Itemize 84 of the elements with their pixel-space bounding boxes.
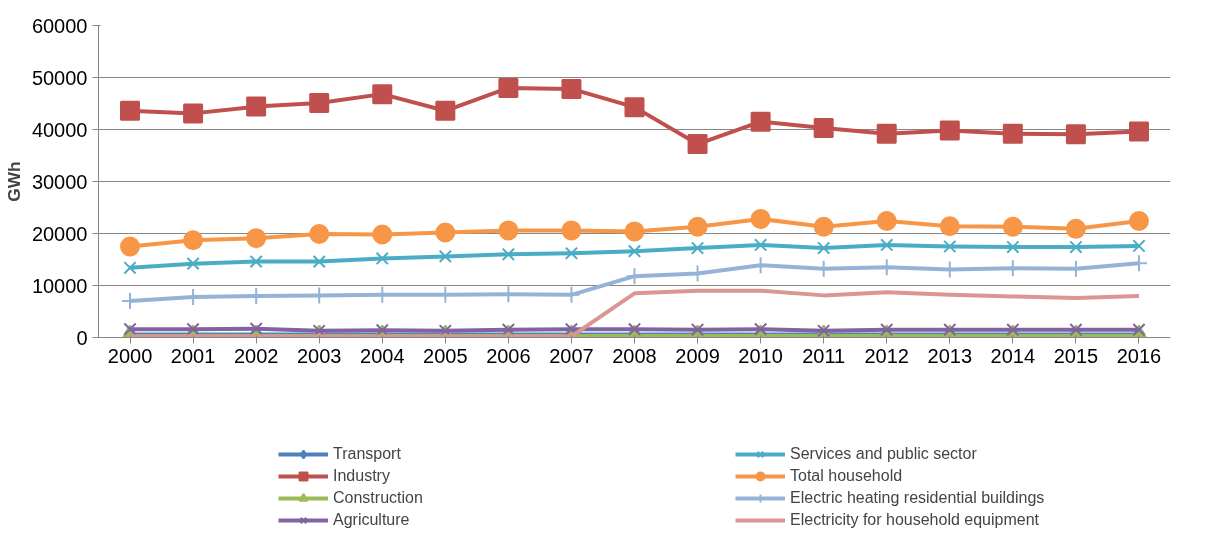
- x-tick-label: 2007: [549, 344, 594, 367]
- x-tick-label: 2001: [170, 344, 216, 367]
- point: [690, 241, 705, 255]
- legend-label: Agriculture: [333, 511, 411, 529]
- y-tick-label: 40000: [31, 118, 88, 141]
- point: [753, 238, 768, 252]
- point: [120, 100, 141, 121]
- y-tick-label: 10000: [31, 274, 88, 297]
- y-tick-label: 30000: [31, 170, 88, 193]
- point: [1128, 211, 1149, 231]
- point: [1006, 240, 1020, 254]
- point: [372, 84, 393, 105]
- point: [309, 92, 330, 113]
- x-tick-label: 2006: [486, 344, 531, 367]
- point: [939, 120, 960, 141]
- point: [438, 249, 452, 264]
- point: [1132, 239, 1146, 253]
- point: [817, 241, 831, 255]
- legend-label: Total household: [790, 467, 904, 485]
- point: [183, 230, 204, 251]
- y-tick-label: 0: [76, 326, 88, 349]
- point: [312, 254, 326, 269]
- legend-label: Services and public sector: [790, 445, 978, 463]
- x-tick-label: 2005: [423, 344, 468, 367]
- point: [246, 96, 267, 117]
- x-tick-label: 2014: [990, 344, 1036, 367]
- point: [183, 103, 204, 124]
- x-tick-label: 2015: [1053, 344, 1099, 367]
- legend-label: Electric heating residential buildings: [790, 489, 1046, 507]
- x-tick-label: 2016: [1116, 344, 1162, 367]
- point: [943, 239, 957, 254]
- point: [561, 220, 582, 241]
- point: [624, 97, 645, 118]
- point: [750, 111, 771, 132]
- point: [435, 222, 456, 243]
- point: [498, 77, 519, 98]
- point: [1065, 124, 1086, 145]
- point: [372, 224, 393, 245]
- point: [501, 247, 516, 261]
- point: [1065, 218, 1086, 239]
- point: [123, 261, 137, 275]
- point: [876, 211, 897, 231]
- point: [687, 216, 708, 237]
- point: [435, 100, 456, 121]
- x-tick-label: 2009: [675, 344, 720, 367]
- point: [120, 236, 141, 257]
- x-tick-label: 2002: [233, 344, 279, 367]
- y-tick-label: 20000: [31, 222, 88, 245]
- x-tick-label: 2010: [738, 344, 783, 367]
- point: [939, 216, 960, 237]
- point: [1002, 216, 1023, 237]
- point: [186, 257, 200, 271]
- point: [498, 220, 519, 241]
- x-tick-label: 2000: [107, 344, 153, 367]
- x-tick-label: 2011: [802, 344, 846, 367]
- legend-label: Industry: [333, 467, 391, 485]
- point: [627, 244, 642, 258]
- point: [1002, 123, 1023, 144]
- point: [687, 134, 708, 155]
- point: [813, 216, 834, 237]
- x-tick-label: 2012: [864, 344, 909, 367]
- point: [249, 254, 263, 269]
- x-tick-label: 2013: [927, 344, 973, 367]
- y-axis-title: GWh: [3, 161, 24, 202]
- point: [1128, 121, 1149, 142]
- point: [309, 224, 330, 244]
- x-tick-label: 2003: [296, 344, 342, 367]
- legend-label: Construction: [333, 489, 424, 507]
- point: [876, 123, 897, 144]
- point: [246, 228, 267, 249]
- x-tick-label: 2008: [612, 344, 657, 367]
- point: [564, 246, 579, 260]
- x-tick-label: 2004: [360, 344, 405, 367]
- legend-label: Transport: [333, 445, 402, 463]
- y-tick-label: 50000: [31, 66, 88, 89]
- point: [750, 208, 771, 229]
- point: [561, 78, 582, 99]
- y-tick-label: 60000: [31, 14, 88, 37]
- point: [1069, 240, 1083, 254]
- point: [624, 221, 645, 242]
- point: [880, 238, 894, 252]
- legend-label: Electricity for household equipment: [790, 511, 1041, 529]
- point: [813, 117, 834, 138]
- point: [375, 251, 389, 266]
